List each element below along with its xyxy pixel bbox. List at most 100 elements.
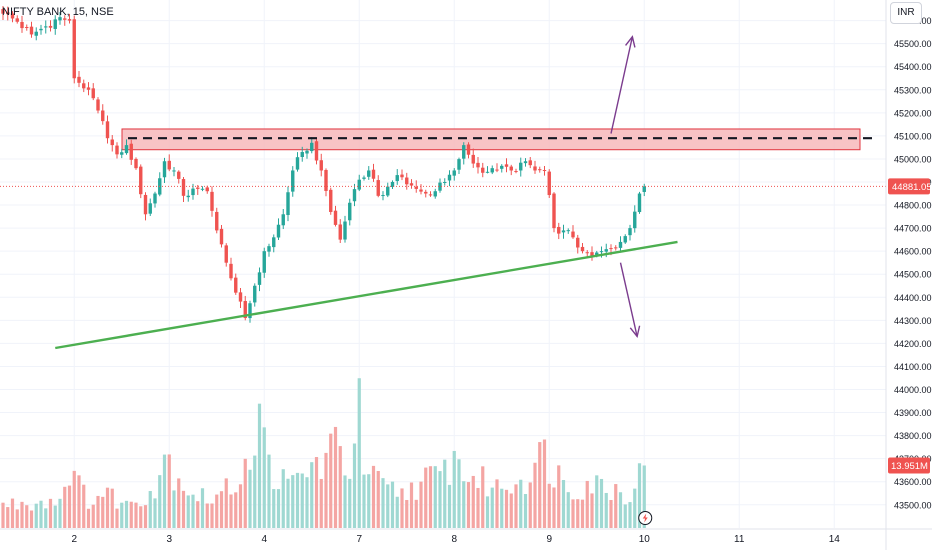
candle [452,168,456,181]
candle [571,225,575,239]
volume-bar [120,502,124,528]
candle [196,184,200,195]
support-trendline[interactable] [55,240,678,350]
candle [25,24,29,31]
candle [1,6,5,20]
volume-bar [305,477,309,528]
volume-bar [15,509,19,528]
price-tick-label: 43500.00 [894,500,932,510]
candle [172,166,176,177]
candle [295,152,300,172]
candle [362,175,366,181]
candle [471,148,475,168]
volume-bar [471,475,475,528]
volume-bar [528,482,532,528]
candle [91,83,95,101]
volume-bar [158,475,162,528]
volume-bar [286,478,290,528]
candle [618,236,623,251]
currency-button[interactable]: INR [890,2,922,24]
candle [105,115,110,144]
volume-bar [348,478,352,528]
volume-bar [234,492,238,528]
candle [352,183,357,207]
price-tick-label: 44300.00 [894,316,932,326]
candle [447,170,452,187]
candle [495,163,499,173]
candle [305,148,309,159]
candle [590,246,594,261]
volume-bar [447,484,452,528]
candle [500,164,504,173]
volume-bar [281,469,285,528]
candle [642,183,646,197]
candle [234,273,238,295]
candle [414,180,418,193]
candle [557,222,561,240]
candle [338,219,342,244]
volume-bar [523,494,528,528]
volume-bar [124,500,129,528]
price-tick-label: 44500.00 [894,270,932,280]
candle [528,156,532,169]
volume-bar [6,507,10,528]
volume-bar [585,480,589,528]
candle [148,198,152,217]
volume-bar [514,484,518,528]
volume-bar [533,462,537,528]
candle [53,15,57,35]
time-tick-label: 4 [261,534,267,545]
volume-bar [462,481,466,528]
volume-bar [405,499,409,528]
candle [143,192,148,221]
volume-bar [262,427,266,528]
volume-bar [82,484,86,528]
candle [428,191,433,197]
candle [476,157,480,174]
volume-bar [181,490,186,528]
volume-bar [58,498,62,528]
volume-bar [314,457,319,528]
lightning-icon[interactable] [638,511,653,525]
candle [343,215,347,243]
candle [77,70,81,88]
volume-bar [595,475,599,528]
candle [319,153,323,177]
candle [20,15,24,33]
candle [82,79,86,93]
volume-bar [590,493,594,528]
arrow-up[interactable] [610,35,636,134]
candle [6,6,10,21]
volume-bar [129,501,133,528]
volume-bar [172,490,176,528]
candle [257,267,262,292]
candle [523,158,528,167]
volume-bar [424,467,428,528]
candle [267,243,271,257]
arrow-down[interactable] [619,262,641,339]
resistance-zone-rect[interactable] [121,128,861,151]
volume-bar [362,474,366,528]
volume-bar [576,499,580,528]
candle [585,250,589,257]
candle [333,205,338,227]
candle [110,135,114,152]
time-tick-label: 11 [734,534,745,545]
volume-bar [153,498,157,528]
candle [533,160,537,174]
candle [58,11,62,25]
volume-bar [580,499,585,528]
volume-bar [229,494,233,528]
volume-bar [376,470,380,528]
candle [542,165,547,176]
candle [405,172,409,190]
volume-bar [571,499,575,528]
volume-bar [34,503,38,528]
volume-bar [476,487,480,528]
candle [348,198,352,226]
volume-bar [381,478,385,528]
candle [324,168,328,197]
candle [443,178,447,186]
